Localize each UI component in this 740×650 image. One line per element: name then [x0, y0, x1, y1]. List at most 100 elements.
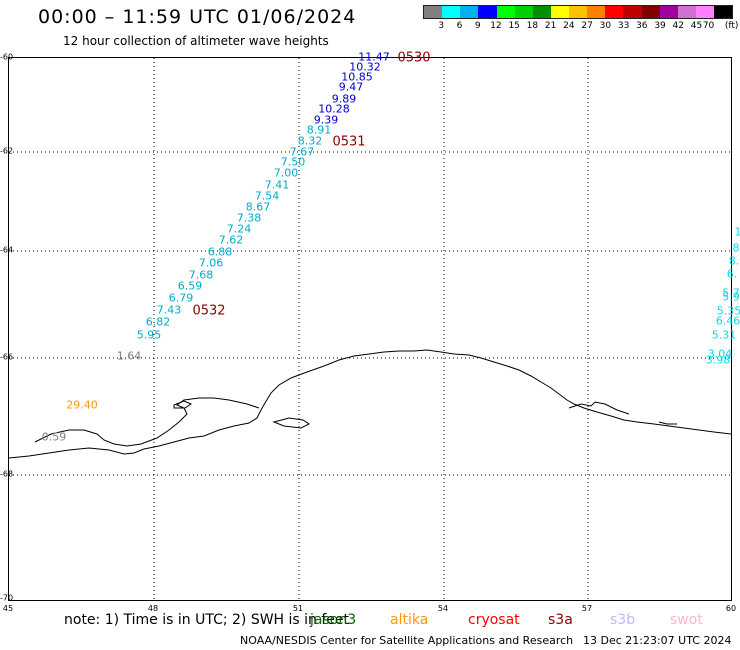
legend-tick: 15 — [508, 21, 520, 31]
legend-swatch — [641, 6, 660, 18]
swh-value: 8.32 — [297, 134, 323, 148]
legend-swatch — [514, 6, 533, 18]
satellite-label-altika: altika — [390, 612, 429, 628]
lon-label-48: 48 — [147, 604, 159, 613]
lat-label-68: -68 — [0, 469, 14, 479]
legend-tick: 39 — [654, 21, 666, 31]
swh-value: 7.54 — [254, 189, 280, 203]
legend-swatch — [569, 6, 588, 18]
legend-tick: 12 — [490, 21, 502, 31]
legend-tick: 6 — [456, 21, 463, 31]
swh-value: 8. — [728, 254, 740, 268]
legend-tick: 9 — [474, 21, 481, 31]
legend-swatch — [677, 6, 696, 18]
lon-label-57: 57 — [581, 604, 593, 613]
legend-swatch — [623, 6, 642, 18]
generated-timestamp: 13 Dec 21:23:07 UTC 2024 — [583, 634, 732, 647]
swh-value: 6.82 — [145, 315, 171, 329]
swh-value: 7.62 — [218, 233, 244, 247]
legend-tick: 24 — [563, 21, 575, 31]
swh-value: 7.67 — [289, 145, 315, 159]
legend-swatch — [605, 6, 624, 18]
legend-swatch — [478, 6, 497, 18]
swh-value: 7.50 — [280, 155, 306, 169]
swh-value: 10.85 — [341, 70, 373, 84]
pass-time-tag: 0532 — [192, 303, 226, 319]
legend-swatch — [659, 6, 678, 18]
satellite-label-cryosat: cryosat — [468, 612, 520, 628]
lat-label-62: -62 — [0, 146, 14, 156]
page-title: 00:00 – 11:59 UTC 01/06/2024 — [38, 6, 357, 28]
swh-value: 7.68 — [188, 268, 214, 282]
legend-swatch — [424, 6, 443, 18]
swh-value: 9.39 — [313, 113, 339, 127]
swh-value: 8 — [732, 241, 740, 255]
graticule — [9, 58, 731, 600]
lon-label-54: 54 — [437, 604, 449, 613]
legend-tick: 33 — [617, 21, 630, 31]
lon-label-51: 51 — [292, 604, 304, 613]
swh-value: 0.59 — [41, 430, 67, 444]
map-canvas — [9, 58, 731, 600]
legend-tick: 21 — [544, 21, 557, 31]
lat-label-60: -60 — [0, 52, 14, 62]
swh-value: 5.9 — [722, 290, 740, 304]
pass-time-tag: 0531 — [332, 134, 366, 150]
swh-value: 1.64 — [116, 349, 142, 363]
legend-tick: 27 — [581, 21, 593, 31]
legend-tick: 42 — [672, 21, 685, 31]
color-legend: 3 6 9 12 15 18 21 24 27 30 33 36 39 42 45 70 (ft) — [423, 5, 738, 39]
legend-tick: 18 — [526, 21, 539, 31]
legend-swatch — [695, 6, 714, 18]
swh-value: 5.95 — [136, 328, 162, 342]
lat-label-66: -66 — [0, 352, 14, 362]
satellite-label-s3b: s3b — [610, 612, 636, 628]
swh-value: 9.89 — [331, 92, 357, 106]
legend-swatch — [442, 6, 461, 18]
swh-value: 6.59 — [177, 279, 203, 293]
legend-swatch — [532, 6, 551, 18]
legend-tick: 30 — [599, 21, 612, 31]
swh-value: 9.47 — [338, 80, 364, 94]
legend-unit: (ft) — [724, 21, 739, 31]
credit-line: NOAA/NESDIS Center for Satellite Applica… — [240, 634, 574, 647]
swh-value: 11.47 — [358, 50, 390, 64]
legend-swatch — [460, 6, 479, 18]
page-subtitle: 12 hour collection of altimeter wave hei… — [63, 34, 329, 48]
legend-tick: 36 — [636, 21, 648, 31]
lat-label-64: -64 — [0, 245, 14, 255]
legend-tick-labels: 3 6 9 12 15 18 21 24 27 30 33 36 39 42 45 70 (ft) — [423, 19, 738, 33]
satellite-label-s3a: s3a — [548, 612, 573, 628]
lon-label-60: 60 — [725, 604, 737, 613]
legend-swatch — [550, 6, 569, 18]
swh-value: 8.67 — [245, 200, 271, 214]
swh-value: 10.28 — [318, 102, 350, 116]
legend-tick: 70 — [702, 21, 715, 31]
pass-time-tag: 0530 — [397, 50, 431, 66]
legend-swatch — [587, 6, 606, 18]
swh-value: 7.24 — [226, 222, 252, 236]
legend-color-bar — [423, 5, 733, 19]
legend-swatch — [714, 6, 733, 18]
swh-value: 7.06 — [198, 256, 224, 270]
legend-tick: 45 — [690, 21, 703, 31]
swh-value: 7.00 — [273, 166, 299, 180]
footer-note: note: 1) Time is in UTC; 2) SWH is in fe… — [64, 612, 350, 628]
swh-value: 3.04 — [707, 347, 733, 361]
swh-value: 6.46 — [715, 314, 740, 328]
swh-value: 8.91 — [306, 123, 332, 137]
lon-label-45: 45 — [2, 604, 14, 613]
swh-value: 6.79 — [168, 291, 194, 305]
swh-value: 3.98 — [705, 353, 731, 367]
swh-value: 6.88 — [207, 245, 233, 259]
swh-value: 7.43 — [156, 303, 182, 317]
swh-value: 10.32 — [349, 60, 381, 74]
swh-value: 5.31 — [711, 328, 737, 342]
satellite-label-swot: swot — [670, 612, 703, 628]
legend-tick: 3 — [438, 21, 445, 31]
swh-value: 5.35 — [716, 304, 740, 318]
legend-swatch — [496, 6, 515, 18]
satellite-label-jason3: jason3 — [310, 612, 357, 628]
swh-value: 6. — [726, 267, 738, 281]
antarctic-coastline — [9, 349, 731, 459]
